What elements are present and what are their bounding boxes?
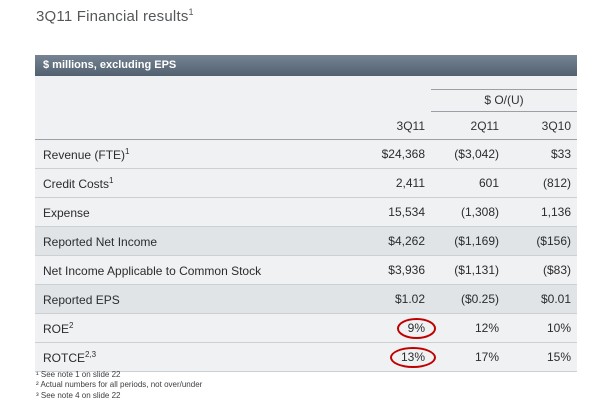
column-header-3q11: 3Q11 (396, 118, 425, 133)
table-row: Reported EPS $1.02 ($0.25) $0.01 (35, 285, 577, 314)
cell-value: 13% (389, 347, 436, 368)
cell-3q11: 15,534 (339, 205, 431, 219)
cell-value: 10% (546, 321, 571, 335)
superscript: 1 (125, 146, 130, 156)
cell-2q11: ($1,131) (431, 263, 505, 277)
cell-2q11: ($0.25) (431, 292, 505, 306)
cell-value: 1,136 (540, 205, 571, 219)
page-title-text: 3Q11 Financial results (36, 8, 189, 25)
cell-3q10: 15% (505, 350, 577, 364)
row-label-text: Reported Net Income (43, 234, 158, 249)
cell-value: 17% (474, 350, 499, 364)
cell-2q11: 12% (431, 321, 505, 335)
table-row: Net Income Applicable to Common Stock $3… (35, 256, 577, 285)
column-header-2q11: 2Q11 (470, 118, 499, 133)
cell-3q10: $0.01 (505, 292, 577, 306)
row-label: Reported EPS (35, 292, 339, 307)
row-label-text: Expense (43, 205, 90, 220)
cell-3q11: $4,262 (339, 234, 431, 248)
cell-3q10: ($156) (505, 234, 577, 248)
cell-3q10: 10% (505, 321, 577, 335)
cell-3q10: 1,136 (505, 205, 577, 219)
cell-2q11: ($1,169) (431, 234, 505, 248)
row-label-text: Reported EPS (43, 292, 120, 307)
cell-3q11: 9% (339, 318, 436, 339)
footnotes: ¹ See note 1 on slide 22 ² Actual number… (36, 370, 202, 401)
cell-value: (812) (542, 176, 571, 190)
cell-value: ($156) (536, 234, 571, 248)
cell-value: 9% (396, 318, 436, 339)
cell-3q10: (812) (505, 176, 577, 190)
page-title: 3Q11 Financial results1 (36, 7, 194, 25)
cell-value: ($3,042) (454, 147, 499, 161)
column-header-3q10: 3Q10 (541, 118, 571, 133)
superscript: 2 (69, 320, 74, 330)
cell-value: $24,368 (381, 147, 425, 161)
row-label: Reported Net Income (35, 234, 339, 249)
table-row: Expense 15,534 (1,308) 1,136 (35, 198, 577, 227)
row-label-text: Revenue (FTE) (43, 147, 126, 162)
table-header-band: $ millions, excluding EPS (35, 55, 577, 76)
row-label: Revenue (FTE)1 (35, 147, 339, 162)
cell-3q10: $33 (505, 147, 577, 161)
superscript: 2,3 (85, 349, 97, 359)
cell-2q11: 17% (431, 350, 505, 364)
cell-value: 15% (546, 350, 571, 364)
row-label-text: ROTCE (43, 350, 85, 365)
row-label-text: ROE (43, 321, 70, 336)
cell-value: $4,262 (388, 234, 425, 248)
table-row: Revenue (FTE)1 $24,368 ($3,042) $33 (35, 140, 577, 169)
table-body: $ O/(U) 3Q11 2Q11 3Q10 Revenue (FTE)1 $2… (35, 76, 577, 372)
superscript: 1 (188, 7, 194, 17)
superscript: 1 (109, 175, 114, 185)
cell-3q11: $1.02 (339, 292, 431, 306)
footnote: ³ See note 4 on slide 22 (36, 390, 121, 400)
financial-results-table: $ millions, excluding EPS $ O/(U) 3Q11 2… (35, 55, 577, 372)
row-label: Net Income Applicable to Common Stock (35, 263, 339, 278)
column-header-row: 3Q11 2Q11 3Q10 (35, 112, 577, 140)
cell-2q11: 601 (431, 176, 505, 190)
over-under-header-row: $ O/(U) (35, 76, 577, 112)
cell-value: (1,308) (460, 205, 499, 219)
footnote: ¹ See note 1 on slide 22 (36, 370, 121, 379)
cell-value: ($0.25) (460, 292, 499, 306)
cell-2q11: (1,308) (431, 205, 505, 219)
cell-value: 12% (474, 321, 499, 335)
row-label: Credit Costs1 (35, 176, 339, 191)
row-label-text: Net Income Applicable to Common Stock (43, 263, 262, 278)
cell-value: $1.02 (394, 292, 425, 306)
cell-3q11: 2,411 (339, 176, 431, 190)
cell-value: $3,936 (388, 263, 425, 277)
table-row: Reported Net Income $4,262 ($1,169) ($15… (35, 227, 577, 256)
cell-value: 601 (478, 176, 499, 190)
table-row: ROTCE2,3 13% 17% 15% (35, 343, 577, 372)
cell-3q11: 13% (339, 347, 436, 368)
cell-value: 2,411 (395, 176, 425, 190)
cell-3q11: $3,936 (339, 263, 431, 277)
row-label: ROTCE2,3 (35, 350, 339, 365)
row-label: ROE2 (35, 321, 339, 336)
footnote: ² Actual numbers for all periods, not ov… (36, 380, 203, 390)
row-label: Expense (35, 205, 339, 220)
cell-3q10: ($83) (505, 263, 577, 277)
row-label-text: Credit Costs (43, 176, 110, 191)
cell-value: ($83) (542, 263, 571, 277)
cell-value: 15,534 (388, 205, 425, 219)
table-row: Credit Costs1 2,411 601 (812) (35, 169, 577, 198)
cell-value: $0.01 (540, 292, 571, 306)
table-row: ROE2 9% 12% 10% (35, 314, 577, 343)
cell-2q11: ($3,042) (431, 147, 505, 161)
cell-value: $33 (550, 147, 571, 161)
cell-3q11: $24,368 (339, 147, 431, 161)
over-under-header: $ O/(U) (431, 89, 577, 112)
cell-value: ($1,169) (454, 234, 499, 248)
cell-value: ($1,131) (454, 263, 499, 277)
